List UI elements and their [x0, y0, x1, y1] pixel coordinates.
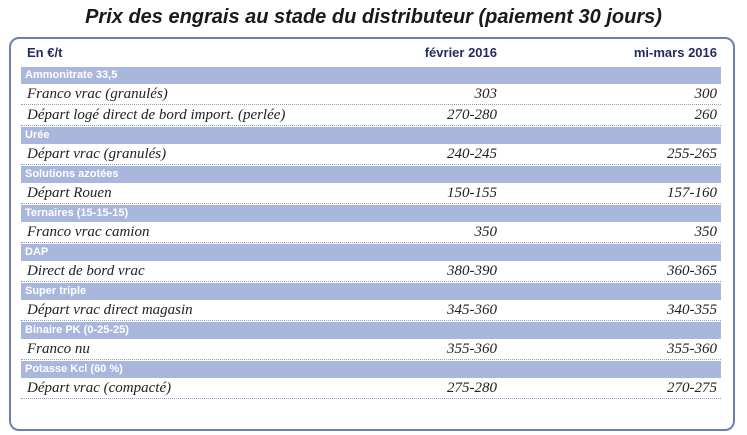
table-row: Départ Rouen 150-155 157-160	[21, 183, 721, 204]
category-header: Ammonitrate 33,5	[21, 67, 721, 84]
price-mid-march: 340-355	[667, 302, 717, 318]
category-header: Potasse Kcl (60 %)	[21, 361, 721, 378]
price-mid-march: 300	[694, 86, 718, 102]
price-february: 150-155	[447, 185, 497, 201]
price-mid-march: 360-365	[667, 263, 717, 279]
category-header: Solutions azotées	[21, 166, 721, 183]
row-label: Départ vrac (compacté)	[27, 380, 172, 396]
table-row: Franco nu 355-360 355-360	[21, 339, 721, 360]
table-row: Départ vrac direct magasin 345-360 340-355	[21, 300, 721, 321]
price-mid-march: 255-265	[667, 146, 717, 162]
table-row: Départ vrac (compacté) 275-280 270-275	[21, 378, 721, 399]
category-header: Urée	[21, 127, 721, 144]
price-mid-march: 157-160	[667, 185, 717, 201]
header-mid-march-2016: mi-mars 2016	[633, 45, 717, 60]
price-mid-march: 355-360	[667, 341, 717, 357]
price-february: 350	[474, 224, 498, 240]
price-february: 270-280	[447, 107, 497, 123]
price-february: 275-280	[447, 380, 497, 396]
table-title: Prix des engrais au stade du distributeu…	[85, 6, 662, 28]
price-february: 345-360	[447, 302, 497, 318]
category-header: Super triple	[21, 283, 721, 300]
table-header: En €/t février 2016 mi-mars 2016	[21, 41, 721, 65]
price-mid-march: 260	[694, 107, 718, 123]
table-row: Départ logé direct de bord import. (perl…	[21, 105, 721, 126]
row-label: Franco vrac (granulés)	[27, 86, 168, 102]
row-label: Franco vrac camion	[27, 224, 150, 240]
price-february: 240-245	[447, 146, 497, 162]
table-row: Départ vrac (granulés) 240-245 255-265	[21, 144, 721, 165]
row-label: Départ Rouen	[27, 185, 112, 201]
price-table: En €/t février 2016 mi-mars 2016 Ammonit…	[9, 37, 735, 431]
row-label: Franco nu	[27, 341, 90, 357]
row-label: Départ logé direct de bord import. (perl…	[27, 107, 286, 123]
price-february: 380-390	[447, 263, 497, 279]
row-label: Direct de bord vrac	[27, 263, 145, 279]
row-label: Départ vrac direct magasin	[27, 302, 193, 318]
price-mid-march: 350	[694, 224, 718, 240]
table-body: Ammonitrate 33,5 Franco vrac (granulés) 30…	[21, 66, 721, 399]
table-row: Franco vrac (granulés) 303 300	[21, 84, 721, 105]
table-row: Franco vrac camion 350 350	[21, 222, 721, 243]
price-february: 355-360	[447, 341, 497, 357]
row-label: Départ vrac (granulés)	[27, 146, 167, 162]
category-header: DAP	[21, 244, 721, 261]
category-header: Ternaires (15-15-15)	[21, 205, 721, 222]
header-unit: En €/t	[27, 45, 63, 60]
category-header: Binaire PK (0-25-25)	[21, 322, 721, 339]
header-february-2016: février 2016	[424, 45, 497, 60]
table-row: Direct de bord vrac 380-390 360-365	[21, 261, 721, 282]
price-mid-march: 270-275	[667, 380, 717, 396]
price-february: 303	[474, 86, 498, 102]
